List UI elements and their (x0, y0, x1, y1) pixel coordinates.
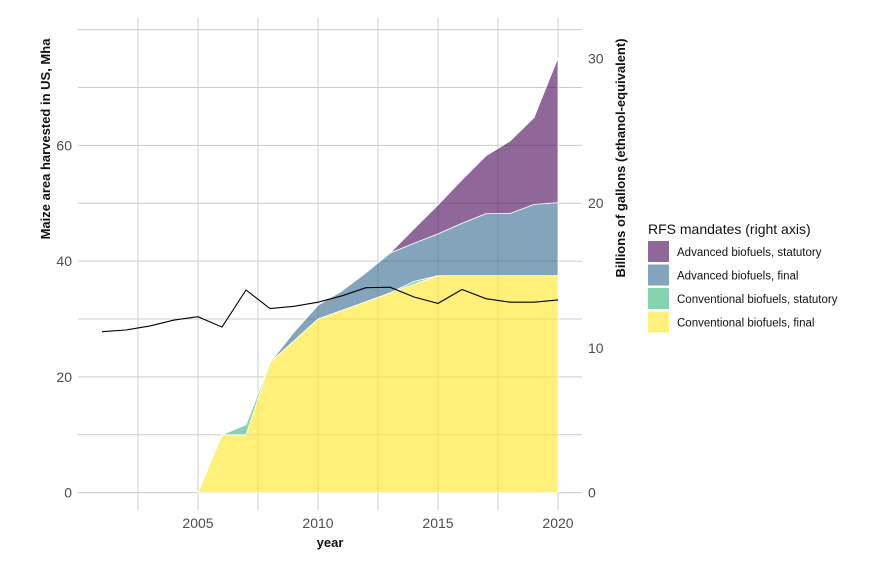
y-right-tick-label: 30 (588, 51, 604, 67)
x-axis-title: year (317, 535, 344, 550)
maize-area-line-path (101, 286, 559, 333)
area-series-4 (197, 57, 559, 493)
x-tick-label: 2005 (182, 515, 213, 531)
legend-label: Conventional biofuels, statutory (677, 294, 838, 306)
x-tick-label: 2020 (542, 515, 573, 531)
tick-labels: 2005 2010 2015 2020 0 20 40 60 0 10 20 30 (56, 51, 603, 531)
legend: RFS mandates (right axis) Advanced biofu… (648, 221, 838, 333)
stacked-areas (197, 57, 559, 493)
y-left-axis-title: Maize area harvested in US, Mha (38, 38, 53, 240)
legend-swatch (648, 241, 669, 262)
y-right-tick-label: 10 (588, 340, 604, 356)
legend-swatch (648, 264, 669, 286)
legend-label: Conventional biofuels, final (677, 318, 814, 330)
legend-swatch (648, 311, 669, 333)
area-series-1 (197, 275, 559, 493)
y-left-tick-label: 60 (56, 137, 72, 153)
legend-label: Advanced biofuels, statutory (677, 247, 822, 259)
y-left-tick-label: 40 (56, 253, 72, 269)
y-left-tick-label: 0 (64, 485, 72, 501)
legend-label: Advanced biofuels, final (677, 271, 798, 283)
maize-area-line (101, 286, 559, 333)
y-right-tick-label: 20 (588, 195, 604, 211)
legend-swatch (648, 288, 669, 309)
y-right-axis-title: Billions of gallons (ethanol-equivalent) (613, 38, 628, 277)
legend-title: RFS mandates (right axis) (648, 221, 811, 237)
x-tick-label: 2010 (302, 515, 333, 531)
y-left-tick-label: 20 (56, 369, 72, 385)
x-tick-label: 2015 (422, 515, 453, 531)
y-right-tick-label: 0 (588, 485, 596, 501)
